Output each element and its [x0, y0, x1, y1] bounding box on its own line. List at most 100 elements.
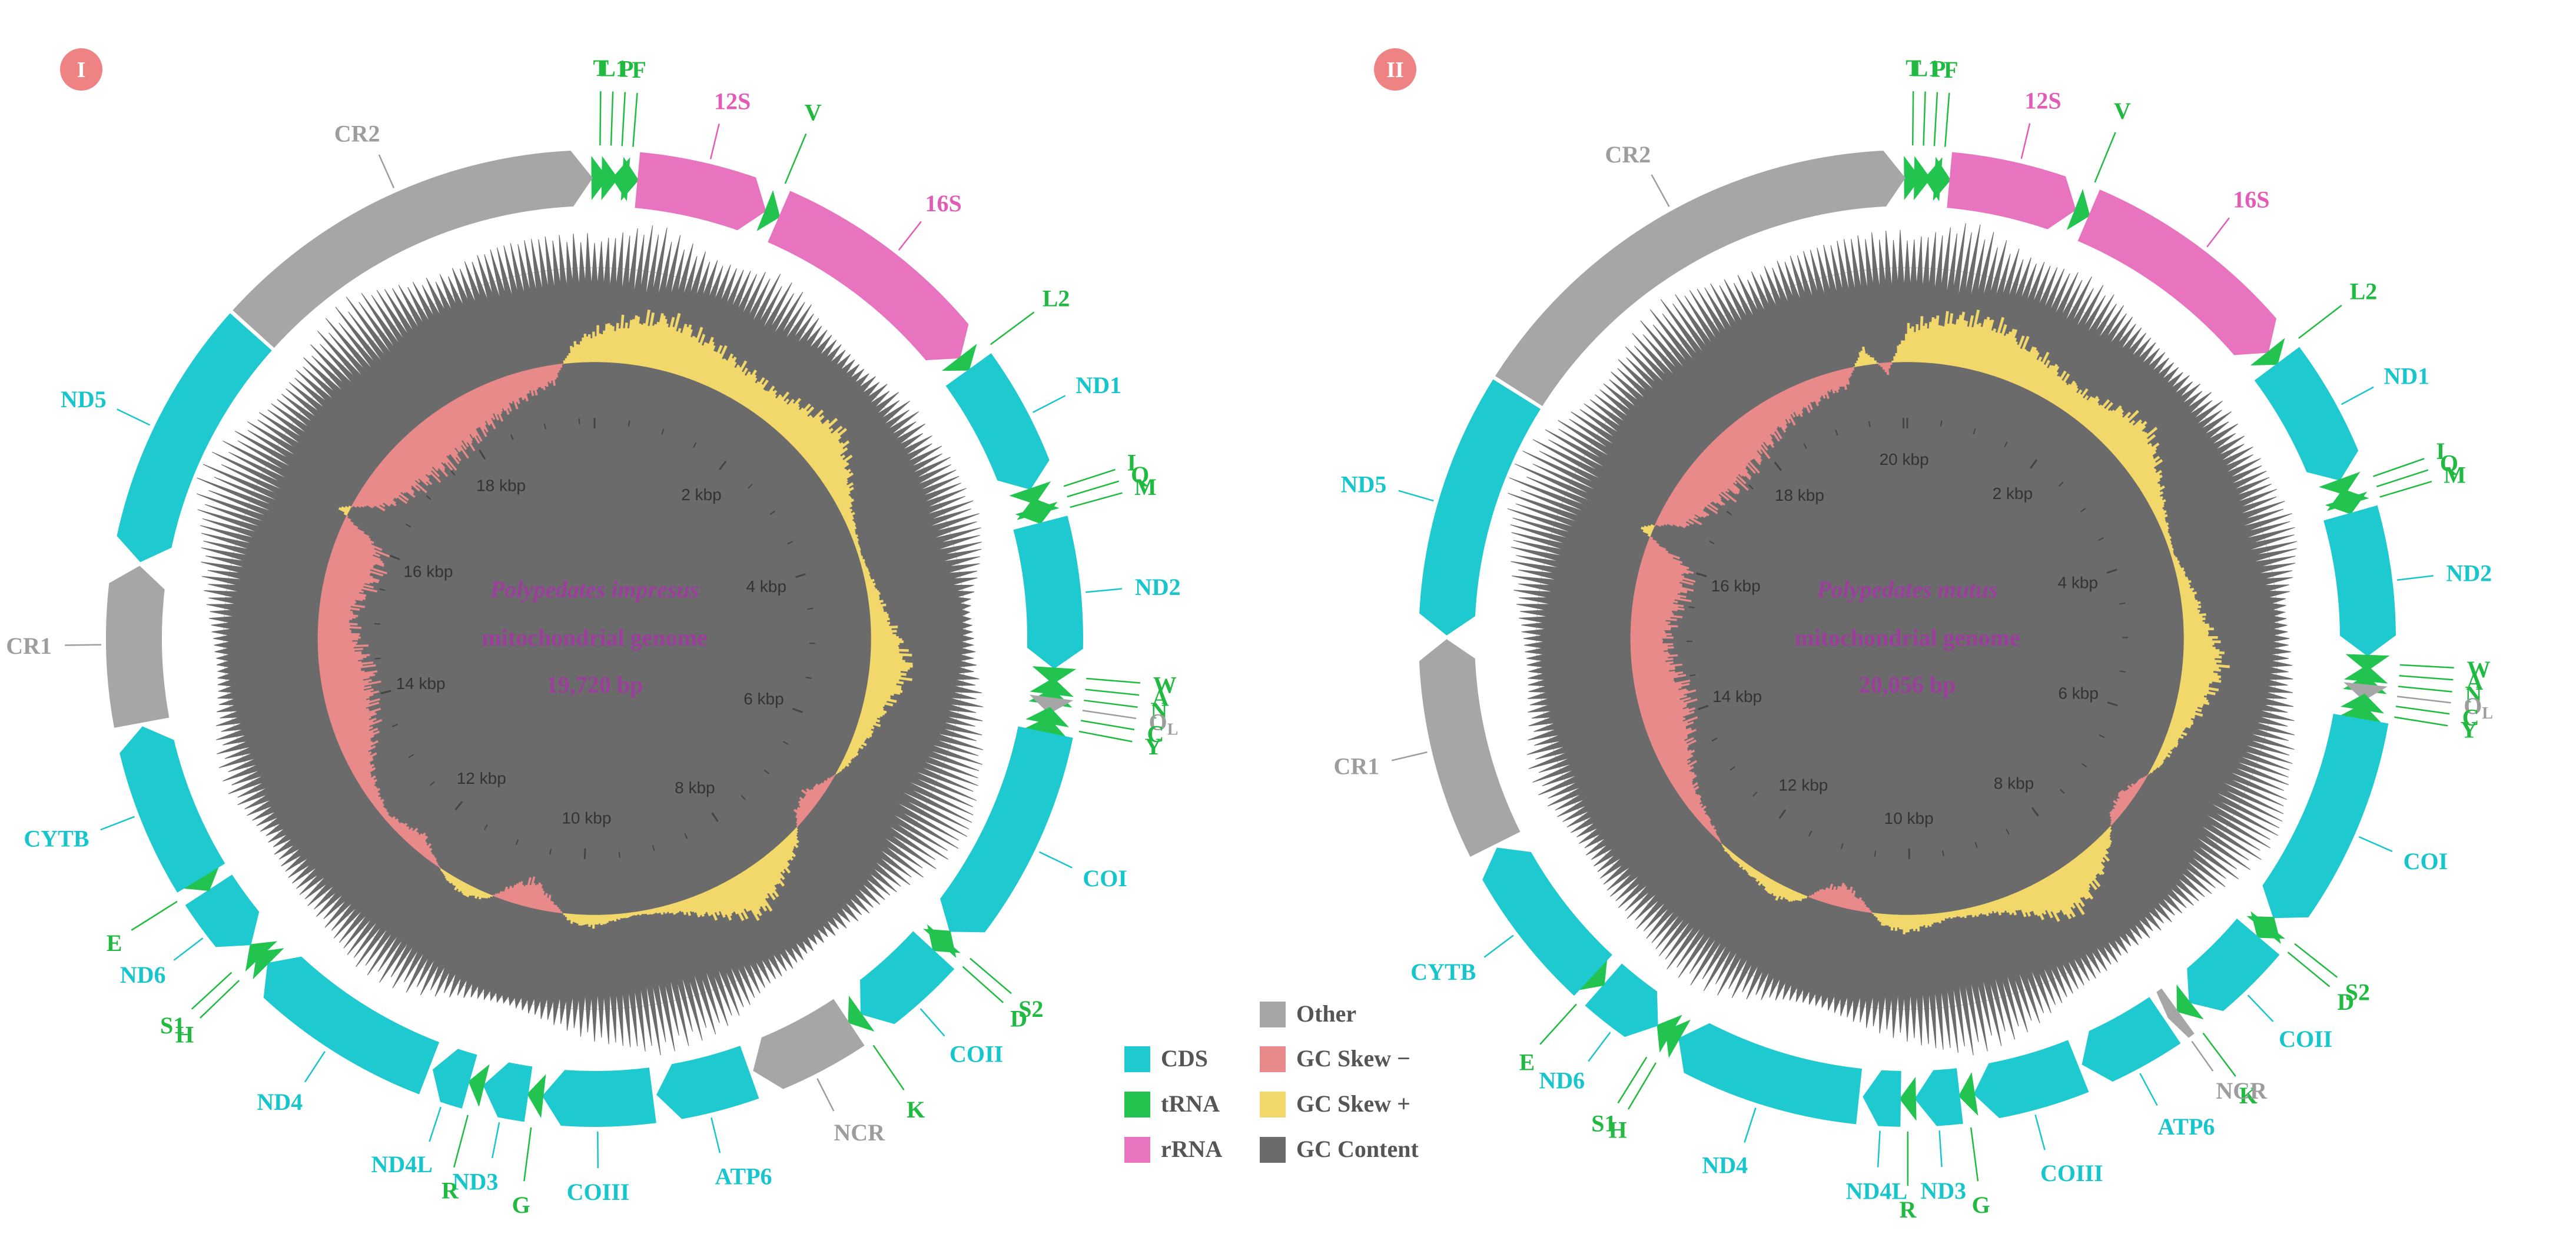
- feature-cr1: [1419, 639, 1521, 857]
- label-leader: [1086, 678, 1140, 683]
- feature-coiii: [542, 1067, 656, 1127]
- label-leader: [1085, 690, 1140, 696]
- feature-cytb: [119, 726, 225, 893]
- label-leader: [1070, 493, 1123, 507]
- feature-label: L2: [1043, 285, 1070, 312]
- kbp-label: 16 kbp: [1711, 577, 1761, 595]
- label-leader: [1744, 1107, 1755, 1142]
- kbp-tick: [579, 418, 580, 424]
- label-leader: [2398, 687, 2452, 692]
- legend-label: CDS: [1161, 1045, 1208, 1072]
- feature-label: E: [1519, 1049, 1535, 1075]
- feature-label: Y: [2461, 717, 2478, 743]
- legend-label: GC Skew +: [1296, 1090, 1410, 1117]
- feature-coiii: [1974, 1040, 2089, 1118]
- label-leader: [305, 1052, 325, 1082]
- kbp-label: 6 kbp: [2058, 684, 2099, 703]
- kbp-label: 8 kbp: [1994, 774, 2034, 792]
- label-leader: [1484, 935, 1513, 957]
- feature-label: COI: [1083, 865, 1127, 892]
- legend-swatch-gc-skew-neg: [1260, 1046, 1286, 1072]
- label-leader: [2295, 944, 2337, 977]
- label-leader: [1392, 752, 1427, 760]
- feature-label: E: [107, 930, 122, 956]
- feature-label: ND3: [1920, 1178, 1966, 1204]
- feature-label: CYTB: [24, 826, 89, 852]
- label-leader: [1945, 93, 1949, 147]
- label-leader: [192, 973, 232, 1009]
- label-leader: [131, 902, 177, 930]
- label-leader: [711, 124, 719, 159]
- feature-label: ND1: [1075, 372, 1121, 398]
- kbp-label: 6 kbp: [743, 690, 784, 708]
- kbp-label: 4 kbp: [746, 577, 786, 596]
- label-leader: [1039, 852, 1072, 868]
- label-leader: [2095, 132, 2116, 182]
- feature-label: 16S: [2233, 187, 2269, 213]
- label-leader: [2359, 837, 2392, 852]
- kbp-label: 2 kbp: [681, 485, 722, 504]
- legend-label: rRNA: [1161, 1136, 1223, 1162]
- feature-r: [1900, 1077, 1917, 1121]
- label-leader: [1033, 395, 1065, 412]
- label-leader: [2396, 706, 2449, 714]
- kbp-label: 4 kbp: [2057, 574, 2098, 592]
- feature-label: ND5: [61, 386, 107, 413]
- feature-f: [621, 157, 639, 201]
- legend-swatch-other: [1260, 1002, 1286, 1027]
- feature-label: CR1: [6, 633, 52, 659]
- feature-label: M: [2444, 462, 2466, 488]
- kbp-label: 16 kbp: [403, 562, 453, 580]
- feature-label: V: [805, 99, 822, 125]
- feature-nd4l: [1863, 1070, 1901, 1127]
- label-leader: [200, 980, 239, 1018]
- label-leader: [2400, 665, 2454, 668]
- label-leader: [2207, 218, 2229, 247]
- feature-label: ND3: [453, 1168, 499, 1195]
- label-leader: [2342, 387, 2374, 404]
- label-leader: [1618, 1057, 1647, 1103]
- label-leader: [963, 967, 1004, 1003]
- legend-swatch-gc-content: [1260, 1137, 1286, 1163]
- feature-label: COIII: [567, 1179, 630, 1205]
- feature-label: D: [1010, 1005, 1027, 1032]
- panel-badge: II: [1374, 48, 1416, 91]
- label-leader: [1085, 589, 1122, 593]
- label-leader: [1934, 92, 1937, 146]
- feature-label: COII: [950, 1041, 1003, 1067]
- feature-label: F: [1944, 56, 1958, 83]
- label-leader: [970, 959, 1011, 994]
- feature-cytb: [1482, 847, 1612, 996]
- label-leader: [817, 1079, 834, 1111]
- kbp-label: 18 kbp: [476, 477, 526, 495]
- legend-swatch-cds: [1124, 1046, 1150, 1072]
- label-leader: [2021, 123, 2030, 158]
- label-leader: [1083, 710, 1136, 718]
- label-leader: [633, 93, 637, 147]
- label-leader: [2397, 576, 2434, 580]
- feature-label: V: [2114, 98, 2131, 124]
- feature-12s: [635, 152, 766, 231]
- badge-label: I: [77, 58, 86, 82]
- label-leader: [1971, 1127, 1978, 1181]
- feature-label: COI: [2404, 848, 2448, 874]
- label-leader: [429, 1107, 440, 1142]
- label-leader: [1940, 1130, 1942, 1167]
- kbp-label: 14 kbp: [1712, 687, 1762, 706]
- label-leader: [1540, 1005, 1576, 1045]
- feature-nd4l: [433, 1049, 477, 1108]
- kbp-tick: [808, 608, 814, 609]
- label-leader: [785, 134, 806, 184]
- feature-label: NCR: [834, 1119, 885, 1146]
- kbp-label: 2 kbp: [1993, 484, 2033, 503]
- feature-label: CR2: [334, 120, 380, 147]
- label-leader: [65, 645, 101, 646]
- feature-cr1: [106, 566, 169, 727]
- legend-label: Other: [1296, 1000, 1356, 1027]
- label-leader: [921, 1009, 945, 1036]
- legend-swatch-rrna: [1124, 1137, 1150, 1163]
- feature-label: K: [907, 1096, 925, 1123]
- label-leader: [174, 938, 203, 960]
